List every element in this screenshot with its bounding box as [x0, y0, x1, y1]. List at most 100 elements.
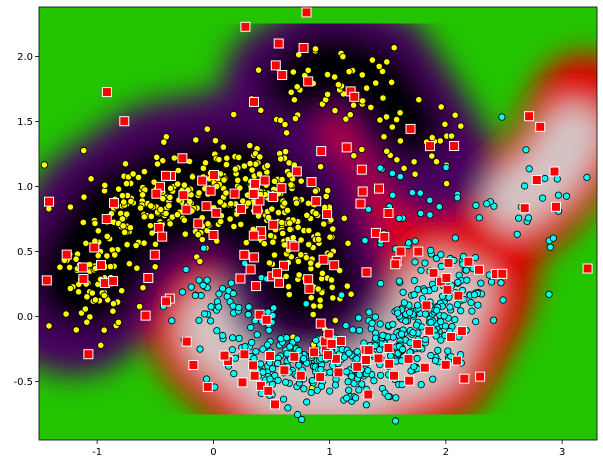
red-square-point — [229, 188, 240, 199]
cyan-point — [446, 303, 454, 311]
cyan-point — [244, 310, 252, 319]
yellow-point — [91, 296, 100, 304]
x-tick-label: -1 — [92, 447, 102, 458]
yellow-point — [166, 220, 174, 228]
cyan-point — [420, 287, 429, 295]
cyan-point — [355, 326, 364, 334]
yellow-point — [56, 263, 64, 271]
red-square-point — [524, 111, 535, 122]
cyan-point — [384, 392, 392, 401]
red-square-point — [289, 351, 300, 362]
yellow-point — [81, 305, 90, 313]
cyan-point — [195, 276, 203, 284]
yellow-point — [147, 202, 155, 210]
red-square-point — [326, 338, 337, 349]
yellow-point — [118, 215, 127, 223]
cyan-point — [399, 345, 407, 353]
yellow-point — [322, 192, 330, 200]
cyan-point — [430, 284, 439, 293]
yellow-point — [382, 113, 391, 121]
red-square-point — [395, 246, 406, 257]
yellow-point — [297, 177, 305, 185]
yellow-point — [151, 263, 159, 271]
red-square-point — [108, 276, 119, 287]
yellow-point — [323, 90, 332, 99]
yellow-point — [328, 283, 336, 291]
yellow-point — [204, 220, 212, 228]
yellow-point — [121, 160, 130, 168]
yellow-point — [220, 176, 228, 184]
red-square-point — [413, 246, 424, 257]
yellow-point — [129, 170, 137, 178]
cyan-point — [308, 376, 317, 385]
cyan-point — [178, 288, 187, 296]
cyan-point — [300, 385, 308, 393]
yellow-point — [194, 231, 202, 239]
yellow-point — [173, 211, 181, 219]
cyan-point — [312, 336, 320, 344]
yellow-point — [256, 153, 264, 161]
yellow-point — [87, 175, 95, 183]
cyan-point — [388, 169, 396, 177]
cyan-point — [437, 251, 445, 259]
red-square-point — [428, 267, 439, 278]
cyan-point — [408, 189, 416, 197]
red-square-point — [306, 177, 317, 188]
x-tick-label: 1 — [326, 447, 332, 458]
cyan-point — [386, 352, 395, 360]
red-square-point — [235, 273, 246, 284]
red-square-point — [41, 275, 52, 286]
yellow-point — [316, 302, 324, 310]
yellow-point — [114, 318, 123, 326]
cyan-point — [416, 189, 424, 197]
yellow-point — [323, 71, 332, 79]
yellow-point — [125, 260, 133, 268]
cyan-point — [277, 335, 285, 343]
yellow-point — [292, 199, 301, 207]
yellow-point — [119, 222, 127, 230]
yellow-point — [83, 318, 91, 326]
yellow-point — [289, 234, 297, 242]
yellow-point — [383, 58, 391, 66]
red-square-point — [315, 318, 326, 329]
yellow-point — [320, 220, 328, 228]
yellow-point — [219, 143, 227, 151]
yellow-point — [376, 116, 384, 124]
cyan-point — [440, 312, 448, 320]
x-axis: -1 0 1 2 3 — [92, 440, 565, 458]
cyan-point — [368, 319, 376, 327]
yellow-point — [66, 203, 75, 211]
yellow-point — [83, 293, 91, 301]
yellow-point — [188, 173, 197, 181]
red-square-point — [404, 375, 415, 386]
cyan-point — [525, 165, 533, 173]
cyan-point — [343, 394, 351, 402]
cyan-point — [541, 174, 549, 183]
cyan-point — [331, 381, 340, 389]
cyan-point — [417, 209, 425, 217]
cyan-point — [279, 395, 288, 403]
cyan-point — [347, 372, 356, 380]
red-square-point — [442, 284, 453, 295]
yellow-point — [447, 132, 456, 140]
red-square-point — [279, 260, 289, 271]
red-square-point — [89, 242, 100, 253]
yellow-point — [246, 142, 254, 150]
cyan-point — [371, 334, 380, 342]
red-square-point — [349, 91, 360, 102]
red-square-point — [363, 389, 374, 400]
red-square-point — [361, 267, 372, 278]
yellow-point — [312, 210, 320, 218]
yellow-point — [415, 96, 423, 104]
yellow-point — [278, 218, 286, 227]
yellow-point — [62, 310, 70, 318]
yellow-point — [111, 251, 119, 259]
cyan-point — [313, 386, 321, 394]
yellow-point — [291, 115, 299, 123]
yellow-point — [284, 282, 293, 291]
yellow-point — [196, 257, 204, 265]
cyan-point — [429, 375, 437, 383]
yellow-point — [442, 180, 451, 188]
cyan-point — [426, 196, 434, 204]
